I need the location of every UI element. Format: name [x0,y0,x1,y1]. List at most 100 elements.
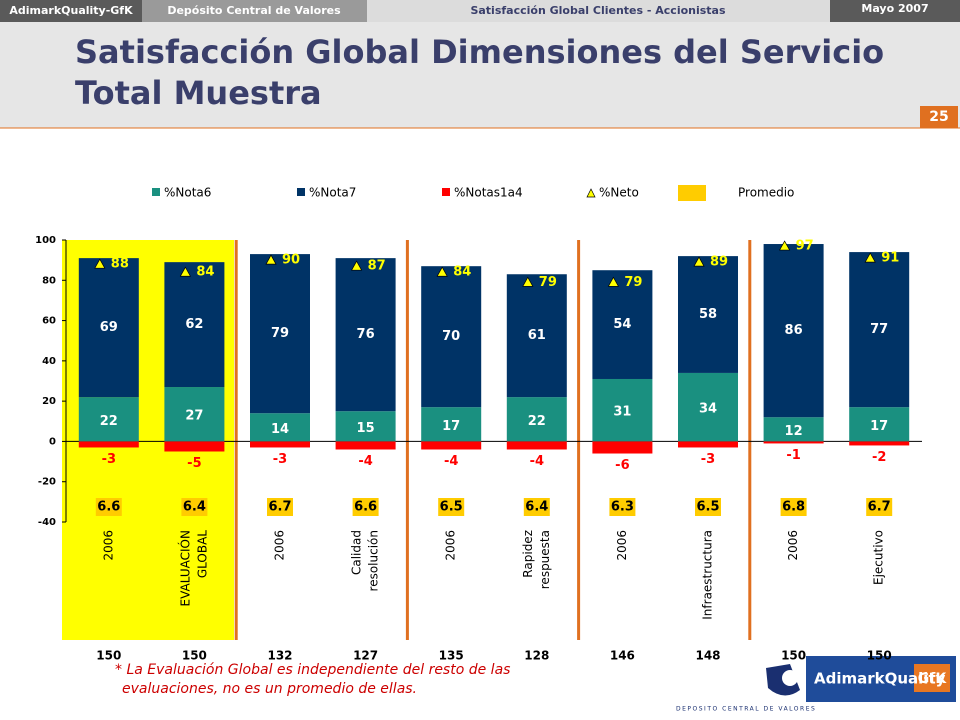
y-tick-label: 80 [42,275,56,286]
bar [592,441,653,454]
data-label: 27 [185,409,203,424]
data-label: 79 [271,326,289,341]
data-label: -5 [187,456,201,471]
marker [179,266,191,277]
data-label: 31 [613,405,631,420]
average-label: 6.8 [782,500,805,515]
sample-size: 127 [353,649,378,663]
footnote: evaluaciones, no es un promedio de ellas… [122,681,417,697]
data-label: -2 [872,450,886,465]
y-tick-label: 100 [35,235,56,246]
marker [779,240,791,251]
bar [164,262,225,388]
tab-text: Mayo 2007 [861,2,928,15]
bar [250,254,310,414]
data-label: 86 [785,323,803,338]
legend-label: %Nota7 [309,186,356,200]
data-label: 62 [185,317,203,332]
x-tick-label: 2006 [786,530,800,561]
average-box [95,498,122,516]
tab-text: Satisfacción Global Clientes - Accionist… [470,4,726,17]
data-label: 77 [870,322,888,337]
bar [164,387,225,442]
sample-size: 150 [781,649,806,663]
bar [250,413,310,442]
chart: -40 -20 0 20 40 60 80 100 22 69 -3 88 6.6 2006 150 27 62… [35,185,922,663]
bar [335,411,396,442]
sample-size: 150 [96,649,121,663]
x-tick-label: Rapidez [521,530,535,578]
legend-swatch [442,188,450,196]
data-label: -3 [273,452,287,467]
data-label: 54 [613,317,631,332]
average-label: 6.7 [868,500,891,515]
data-label: 12 [785,424,803,439]
average-box [609,498,636,516]
bar [849,252,910,408]
bar [678,441,738,448]
bar [506,441,567,450]
marker [864,252,876,263]
legend-label: %Neto [599,186,639,200]
sample-size: 128 [524,649,549,663]
data-label: 87 [368,259,386,274]
average-box [695,498,721,516]
data-label: 58 [699,307,717,322]
data-label: 70 [442,329,460,344]
average-label: 6.3 [611,500,634,515]
tab-text: AdimarkQuality-GfK [9,4,133,17]
tab [142,0,367,22]
x-tick-label: 2006 [273,530,287,561]
bar [506,397,567,442]
marker [607,276,619,287]
y-tick-label: -40 [38,517,56,528]
data-label: 69 [100,320,118,335]
data-label: 17 [442,419,460,434]
marker [522,276,534,287]
average-label: 6.6 [354,500,377,515]
x-tick-label: resolución [367,530,381,591]
x-tick-label: GLOBAL [195,530,209,578]
sample-size: 146 [610,649,635,663]
legend-swatch [297,188,305,196]
data-label: 88 [111,257,129,272]
data-label: -4 [444,454,458,469]
bar [763,244,824,418]
bar [849,441,910,446]
legend-swatch [678,185,706,201]
data-label: 76 [357,327,375,342]
legend-swatch [152,188,160,196]
data-label: 15 [357,421,375,436]
data-label: -4 [358,454,372,469]
average-box [438,498,465,516]
marker [265,254,277,265]
y-tick-label: 60 [42,316,56,327]
sample-size: 135 [439,649,464,663]
logo-text: DEPOSITO CENTRAL DE VALORES [676,706,816,713]
bar [78,441,139,448]
data-label: 90 [282,253,300,268]
data-label: 84 [196,265,214,280]
x-tick-label: 2006 [444,530,458,561]
data-label: -6 [615,458,629,473]
legend-label: Promedio [738,186,794,200]
sample-size: 150 [182,649,207,663]
average-label: 6.5 [440,500,463,515]
bar [763,441,824,444]
data-label: 17 [870,419,888,434]
data-label: 97 [796,239,814,254]
tab [0,0,142,22]
logo-text: AdimarkQuality [814,670,946,688]
legend-label: %Nota6 [164,186,211,200]
data-label: 79 [539,275,557,290]
bar [421,441,482,450]
page-number: 25 [929,109,948,125]
average-box [352,498,379,516]
average-label: 6.4 [183,500,206,515]
bar [678,372,738,442]
data-label: 34 [699,402,717,417]
y-tick-label: 40 [42,356,56,367]
sample-size: 148 [695,649,720,663]
data-label: -4 [530,454,544,469]
